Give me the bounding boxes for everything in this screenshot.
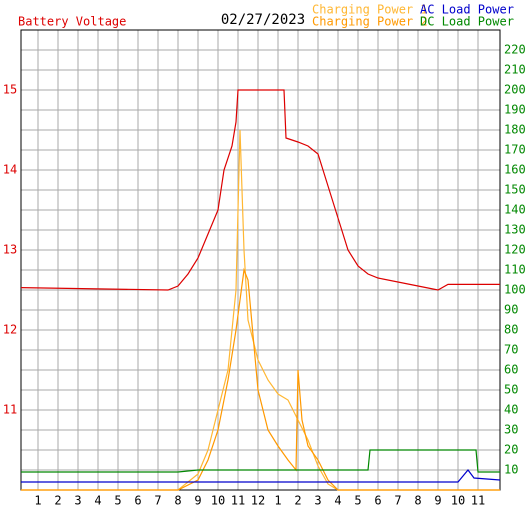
- series-line: [21, 267, 500, 491]
- legend-entry: AC Load Power: [420, 3, 514, 17]
- y2-tick-label: 90: [504, 303, 518, 317]
- y2-tick-label: 150: [504, 183, 526, 197]
- x-tick-label: 11: [471, 494, 485, 508]
- x-tick-label: 3: [314, 494, 321, 508]
- y2-tick-label: 120: [504, 243, 526, 257]
- x-tick-label: 11: [231, 494, 245, 508]
- y2-tick-label: 110: [504, 263, 526, 277]
- y-tick-label: 13: [3, 243, 17, 257]
- x-tick-label: 1: [274, 494, 281, 508]
- y2-tick-label: 80: [504, 323, 518, 337]
- x-tick-label: 6: [134, 494, 141, 508]
- y2-tick-label: 30: [504, 423, 518, 437]
- y2-tick-label: 200: [504, 83, 526, 97]
- y-tick-label: 14: [3, 163, 17, 177]
- plot-frame: [20, 29, 501, 491]
- y-axis-label: Battery Voltage: [18, 15, 126, 29]
- legend-entry: Charging Power 2: [312, 15, 428, 29]
- x-tick-label: 5: [354, 494, 361, 508]
- x-tick-label: 2: [54, 494, 61, 508]
- y2-tick-label: 50: [504, 383, 518, 397]
- legend-entry: DC Load Power: [420, 15, 514, 29]
- y2-tick-label: 140: [504, 203, 526, 217]
- x-tick-label: 6: [374, 494, 381, 508]
- y-tick-label: 15: [3, 83, 17, 97]
- x-tick-label: 7: [394, 494, 401, 508]
- y2-tick-label: 190: [504, 103, 526, 117]
- y2-tick-label: 170: [504, 143, 526, 157]
- x-tick-label: 7: [154, 494, 161, 508]
- x-tick-label: 10: [211, 494, 225, 508]
- x-tick-label: 2: [294, 494, 301, 508]
- y2-tick-label: 20: [504, 443, 518, 457]
- x-tick-label: 9: [194, 494, 201, 508]
- series-line: [21, 449, 500, 473]
- x-tick-label: 4: [94, 494, 101, 508]
- series-line: [20, 89, 500, 291]
- series-line: [21, 469, 501, 483]
- x-tick-label: 9: [434, 494, 441, 508]
- x-tick-label: 8: [414, 494, 421, 508]
- y2-tick-label: 180: [504, 123, 526, 137]
- x-tick-label: 5: [114, 494, 121, 508]
- chart-title: 02/27/2023: [221, 12, 305, 28]
- x-tick-label: 8: [174, 494, 181, 508]
- x-tick-label: 12: [251, 494, 265, 508]
- y-tick-label: 11: [3, 403, 17, 417]
- x-tick-label: 4: [334, 494, 341, 508]
- y2-tick-label: 40: [504, 403, 518, 417]
- y-tick-label: 12: [3, 323, 17, 337]
- y2-tick-label: 160: [504, 163, 526, 177]
- y2-tick-label: 220: [504, 43, 526, 57]
- y2-tick-label: 70: [504, 343, 518, 357]
- legend-entry: Charging Power 1: [312, 3, 428, 17]
- y2-tick-label: 210: [504, 63, 526, 77]
- y2-tick-label: 130: [504, 223, 526, 237]
- y2-tick-label: 100: [504, 283, 526, 297]
- x-tick-label: 10: [451, 494, 465, 508]
- x-tick-label: 3: [74, 494, 81, 508]
- y2-tick-label: 10: [504, 463, 518, 477]
- y2-tick-label: 60: [504, 363, 518, 377]
- x-tick-label: 1: [34, 494, 41, 508]
